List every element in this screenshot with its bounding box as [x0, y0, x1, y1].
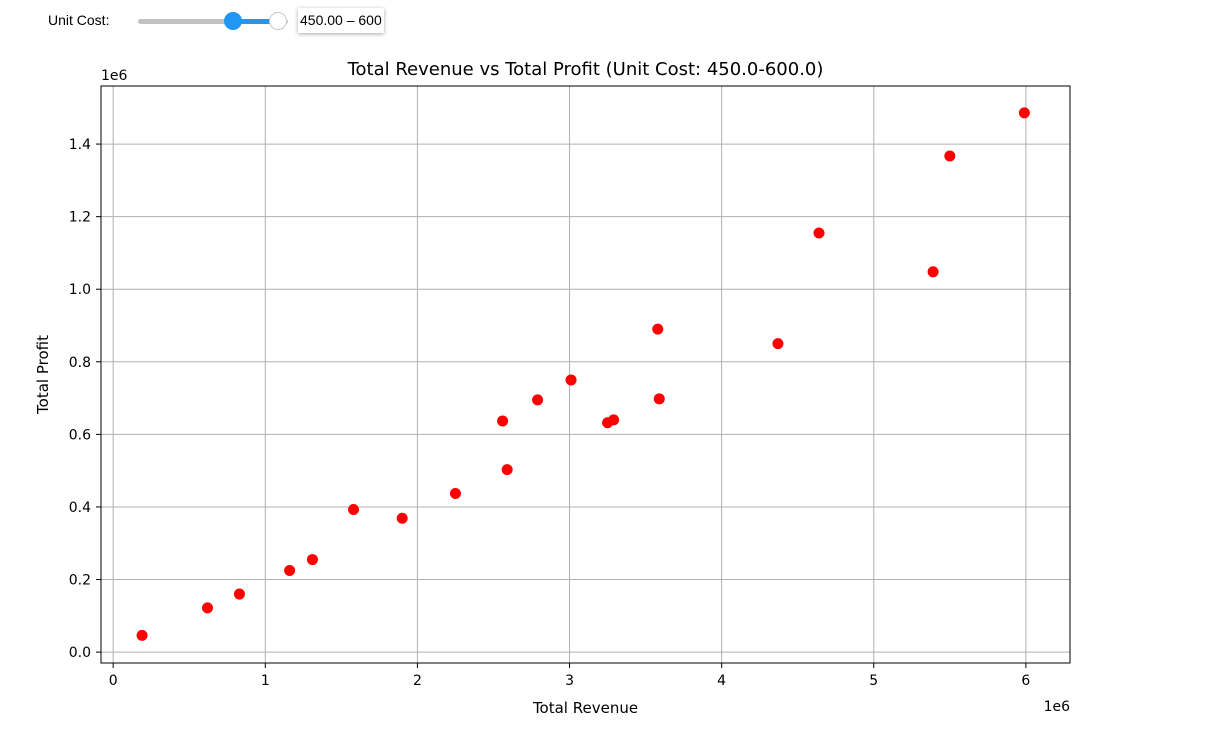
axis-ticks: 0 1 2 3 4 5 6 0.0 0.2 0.4 0.6 0.8 1.0 1.2 1.4	[69, 137, 1031, 689]
y-axis-offset-text: 1e6	[101, 68, 128, 84]
y-tick-label: 0.4	[69, 500, 91, 516]
scatter-point	[233, 588, 245, 600]
scatter-point	[497, 415, 509, 427]
scatter-point	[608, 414, 620, 426]
data-points	[136, 107, 1030, 641]
x-tick-label: 0	[109, 673, 118, 689]
y-tick-label: 1.0	[69, 282, 91, 298]
x-tick-label: 5	[869, 673, 878, 689]
scatter-point	[348, 503, 360, 515]
scatter-point	[944, 150, 956, 162]
scatter-point	[927, 266, 939, 278]
y-tick-label: 1.4	[69, 137, 91, 153]
chart-title: Total Revenue vs Total Profit (Unit Cost…	[347, 59, 824, 80]
scatter-point	[653, 393, 665, 405]
scatter-point	[1018, 107, 1030, 119]
scatter-point	[136, 629, 148, 641]
scatter-point	[532, 394, 544, 406]
y-tick-label: 0.8	[69, 355, 91, 371]
scatter-point	[565, 374, 577, 386]
y-tick-label: 0.2	[69, 573, 91, 589]
scatter-point	[772, 338, 784, 350]
unit-cost-slider-track[interactable]	[138, 12, 288, 30]
x-tick-label: 4	[717, 673, 726, 689]
unit-cost-slider-low-handle[interactable]	[223, 12, 242, 30]
y-tick-label: 1.2	[69, 210, 91, 226]
scatter-point	[501, 464, 513, 476]
scatter-point	[201, 602, 213, 614]
revenue-profit-scatter-chart: 0 1 2 3 4 5 6 0.0 0.2 0.4 0.6 0.8 1.0 1.2 1.4 Total Re…	[34, 59, 1071, 717]
x-axis-offset-text: 1e6	[1044, 699, 1071, 715]
x-tick-label: 6	[1021, 673, 1030, 689]
grid-lines	[101, 86, 1070, 663]
unit-cost-range-slider-widget: Unit Cost: 450.00 – 600	[0, 0, 420, 44]
scatter-point	[284, 564, 296, 576]
scatter-point	[396, 512, 408, 524]
unit-cost-range-readout: 450.00 – 600	[298, 8, 384, 33]
unit-cost-slider-high-handle[interactable]	[269, 12, 287, 30]
unit-cost-slider-selected-range	[232, 19, 278, 24]
scatter-point	[652, 323, 664, 335]
x-tick-label: 2	[413, 673, 422, 689]
x-tick-label: 1	[261, 673, 270, 689]
x-axis-label: Total Revenue	[532, 699, 638, 717]
y-tick-label: 0.6	[69, 427, 91, 443]
x-tick-label: 3	[565, 673, 574, 689]
y-tick-label: 0.0	[69, 645, 91, 661]
plot-area-frame	[100, 85, 1071, 664]
y-axis-label: Total Profit	[34, 335, 52, 415]
scatter-point	[813, 227, 825, 239]
scatter-point	[306, 554, 318, 566]
unit-cost-slider-label: Unit Cost:	[48, 12, 110, 28]
scatter-point	[449, 488, 461, 500]
